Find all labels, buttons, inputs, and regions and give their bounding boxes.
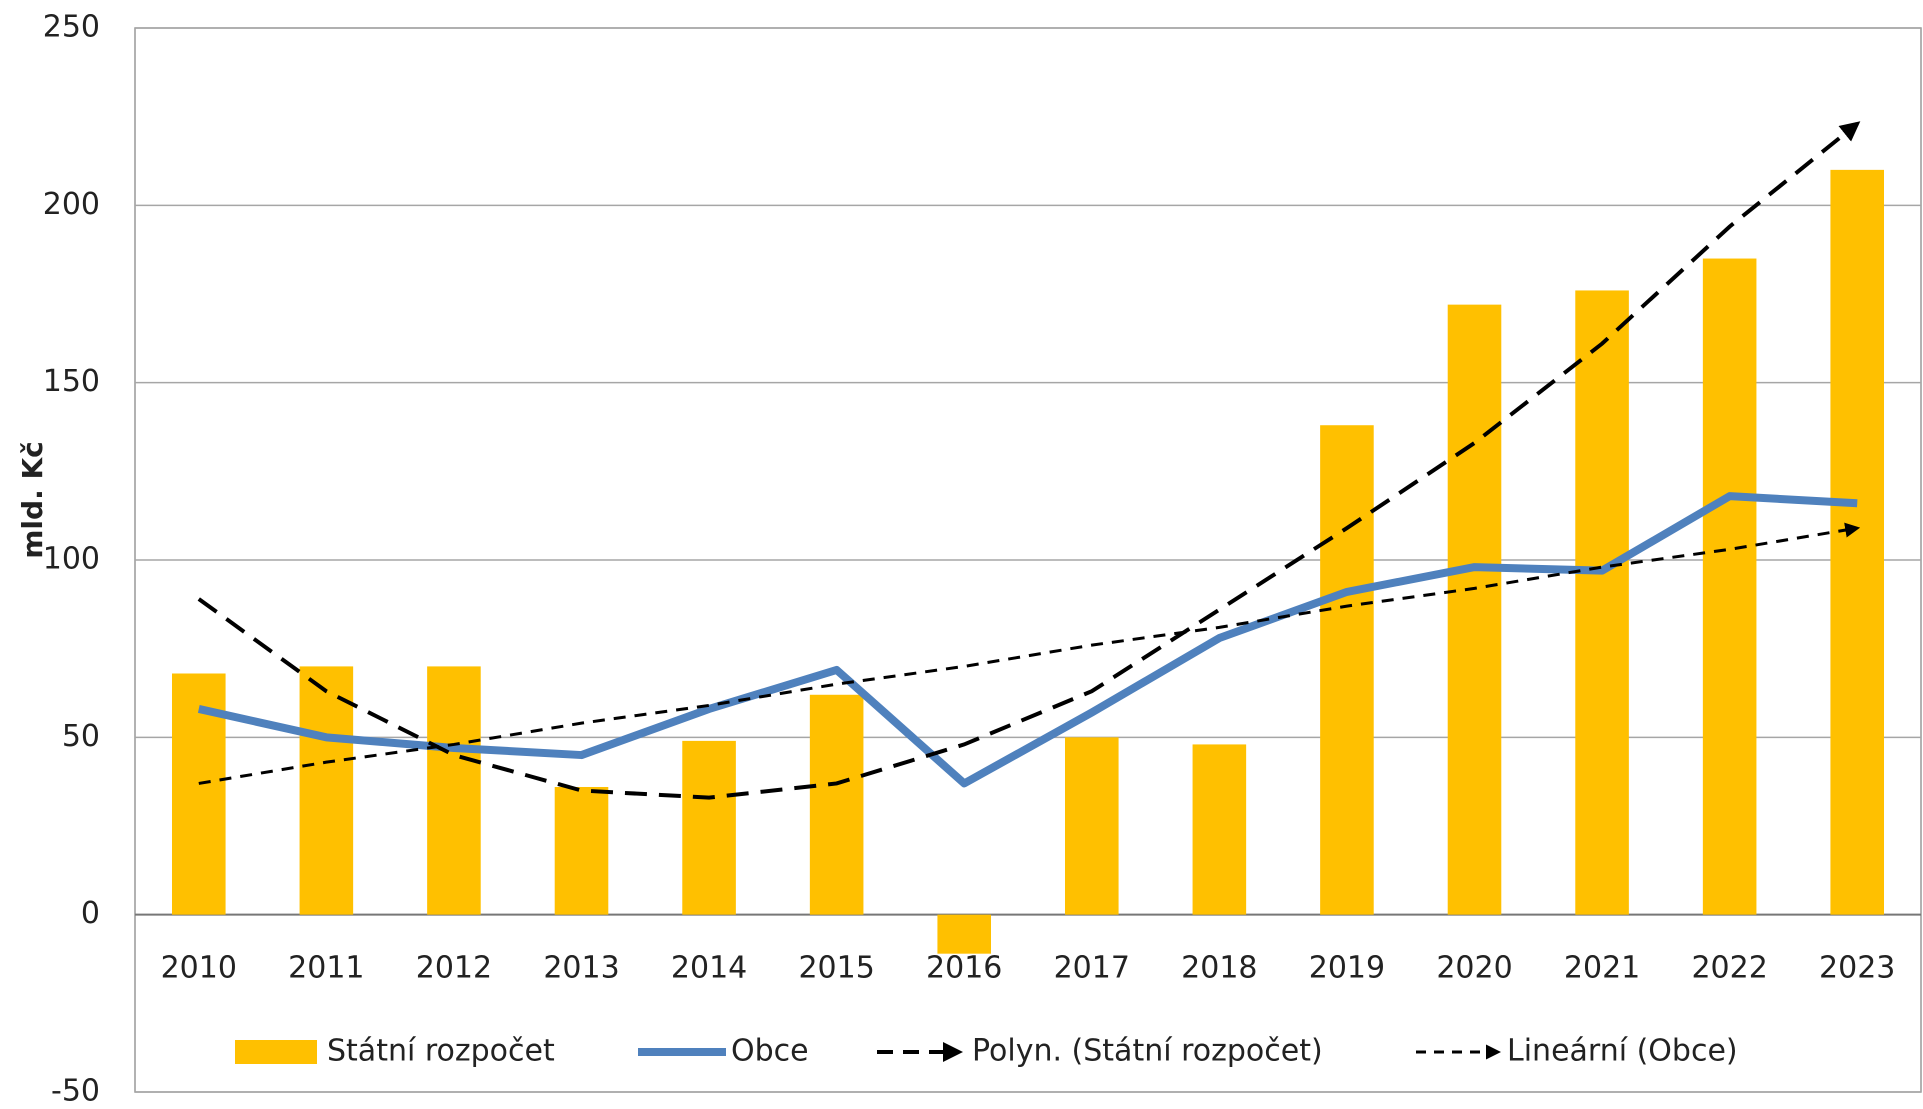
y-tick-label: 200 [43, 187, 100, 222]
bar [554, 786, 609, 915]
bar [1575, 290, 1629, 915]
x-tick-label: 2013 [543, 951, 619, 986]
trendline [198, 522, 1861, 785]
y-tick-label: 150 [43, 364, 100, 399]
x-tick-label: 2012 [416, 951, 492, 986]
bar [1192, 744, 1247, 915]
x-tick-label: 2015 [798, 951, 874, 986]
x-tick-label: 2014 [671, 951, 747, 986]
x-tick-label: 2022 [1691, 951, 1767, 986]
bar [1830, 169, 1885, 915]
legend-label: Státní rozpočet [327, 1034, 555, 1069]
bar [1320, 425, 1374, 915]
y-tick-label: 100 [43, 542, 100, 577]
bar [1064, 737, 1119, 915]
legend-swatch [235, 1040, 317, 1064]
x-tick-label: 2010 [161, 951, 237, 986]
x-tick-label: 2019 [1309, 951, 1385, 986]
legend-label: Polyn. (Státní rozpočet) [972, 1034, 1323, 1069]
bar [1447, 304, 1502, 915]
legend-label: Lineární (Obce) [1507, 1034, 1738, 1069]
bar [682, 740, 736, 915]
x-tick-label: 2020 [1436, 951, 1512, 986]
y-tick-label: 50 [62, 719, 100, 754]
y-axis-label: mld. Kč [16, 441, 49, 559]
y-tick-label: -50 [51, 1074, 100, 1109]
x-tick-label: 2021 [1564, 951, 1640, 986]
y-tick-label: 0 [81, 896, 100, 931]
x-tick-label: 2018 [1181, 951, 1257, 986]
line [197, 492, 1858, 788]
x-tick-label: 2017 [1054, 951, 1130, 986]
x-tick-label: 2016 [926, 951, 1002, 986]
bar [299, 666, 354, 915]
x-tick-label: 2011 [288, 951, 364, 986]
legend-label: Obce [731, 1034, 809, 1069]
trendline [197, 121, 1861, 800]
bar [427, 666, 481, 915]
bar [1702, 258, 1757, 915]
x-tick-label: 2023 [1819, 951, 1895, 986]
bar [809, 694, 864, 915]
bar [937, 914, 992, 954]
y-tick-label: 250 [43, 10, 100, 45]
